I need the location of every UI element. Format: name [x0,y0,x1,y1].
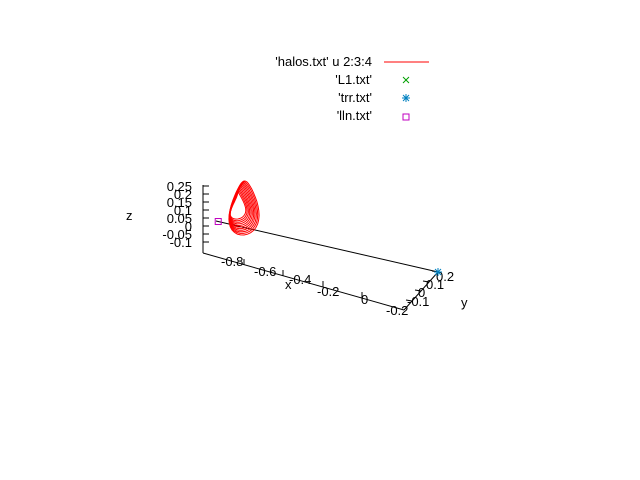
legend-label-lln: 'lln.txt' [337,108,372,123]
y-tick-label: 0.1 [426,277,444,292]
z-tick-label: 0.05 [167,211,192,226]
back-line [215,220,439,273]
point-trr-star [434,268,442,276]
z-tick-label: 0.2 [174,187,192,202]
z-tick-label: 0.25 [167,179,192,194]
z-tick-label: -0.05 [162,227,192,242]
halo-orbit-line [228,180,260,236]
z-tick-label: 0 [185,219,192,234]
x-tick-labels: -0.8 -0.6 -0.4 -0.2 0 [221,254,368,307]
z-tick-marks [203,185,209,243]
x-tick-label: 0 [361,292,368,307]
y-axis-title: y [461,295,468,310]
z-tick-label: 0.15 [167,195,192,210]
x-tick-label: -0.2 [317,284,339,299]
legend-cross-icon [402,76,410,84]
y-tick-label: -0.1 [407,294,429,309]
point-lln-square [214,218,222,226]
series-halos-lines [228,180,260,236]
x-tick-label: -0.4 [289,272,311,287]
x-axis-title: x [285,277,292,292]
y-tick-label: 0.2 [436,269,454,284]
z-tick-labels: 0.25 0.2 0.15 0.1 0.05 0 -0.05 -0.1 [162,179,192,250]
legend-label-trr: 'trr.txt' [338,90,372,105]
y-tick-label: 0 [418,285,425,300]
z-tick-label: -0.1 [170,235,192,250]
legend: 'halos.txt' u 2:3:4 'L1.txt' 'trr.txt' '… [275,54,429,123]
data-points [214,218,442,276]
z-axis-title: z [126,208,133,223]
y-tick-label: -0.2 [386,303,408,318]
legend-label-halos: 'halos.txt' u 2:3:4 [275,54,372,69]
legend-star-icon [402,94,410,102]
x-tick-marks [243,259,363,298]
legend-label-l1: 'L1.txt' [335,72,372,87]
z-tick-label: 0.1 [174,203,192,218]
y-tick-labels: -0.2 -0.1 0 0.1 0.2 [386,269,454,318]
x-tick-label: -0.6 [254,264,276,279]
x-axis-line [202,252,405,311]
legend-square-icon [402,113,410,121]
x-tick-label: -0.8 [221,254,243,269]
